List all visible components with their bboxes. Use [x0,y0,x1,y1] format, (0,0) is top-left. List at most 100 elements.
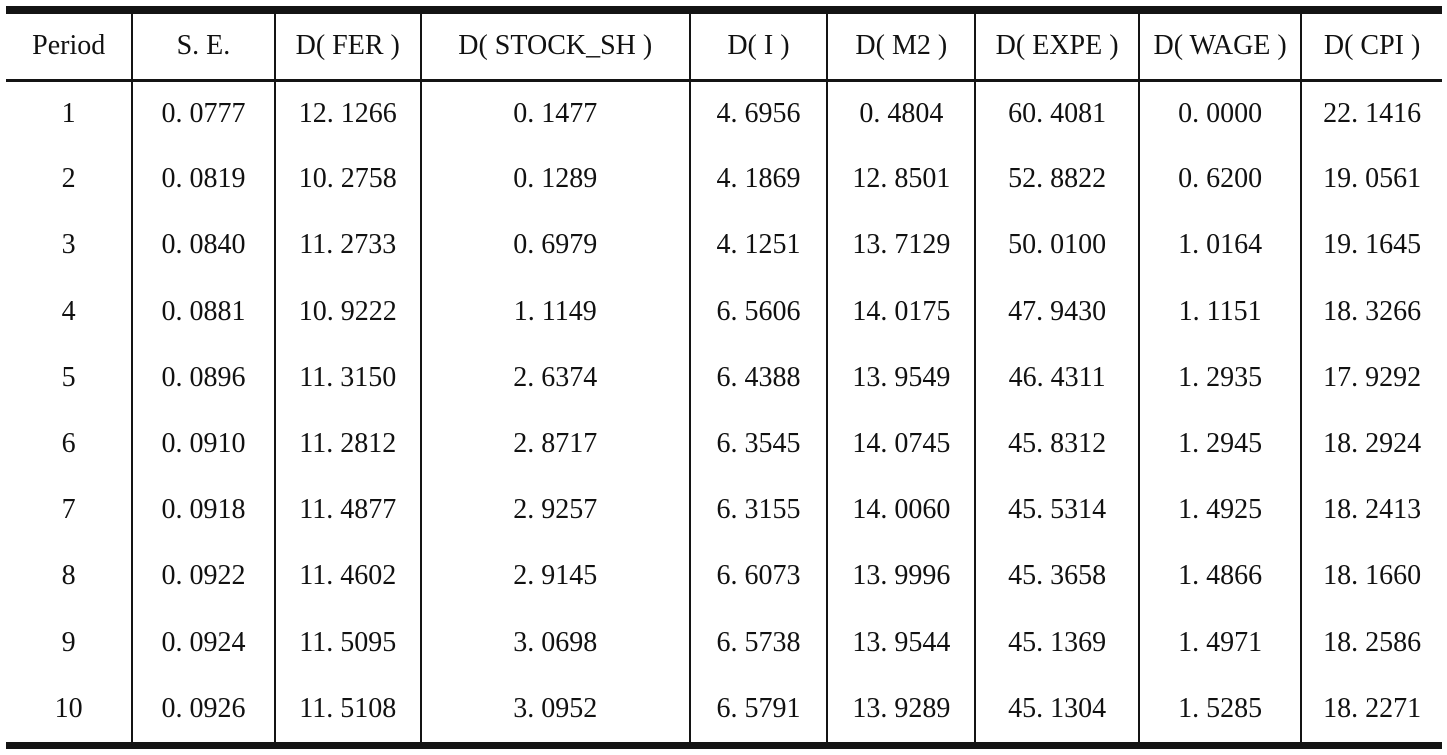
table-cell: 6. 4388 [688,344,828,411]
table-row: 4 0. 0881 10. 9222 1. 1149 6. 5606 14. 0175 47… [6,278,1442,345]
table-cell: 1. 1149 [419,278,690,345]
table-cell: 0. 0910 [131,410,275,478]
table-cell: 18. 2413 [1300,477,1442,544]
table-body: 1 0. 0777 12. 1266 0. 1477 4. 6956 0. 4804 60.… [6,80,1442,742]
table-cell: 11. 4877 [273,477,421,544]
table-cell: 1. 2935 [1137,344,1302,411]
table-cell: 0. 0922 [131,543,275,610]
table-cell: 46. 4311 [974,344,1139,411]
table-cell: 0. 4804 [826,80,976,147]
table-cell: 0. 0924 [131,609,275,676]
table-row: 8 0. 0922 11. 4602 2. 9145 6. 6073 13. 9996 45… [6,543,1442,610]
table-cell: 19. 0561 [1300,146,1442,213]
table-cell: 14. 0175 [826,278,976,345]
table-cell: 45. 5314 [974,477,1139,544]
table-cell: 1. 5285 [1137,675,1302,742]
table-cell: 0. 0896 [131,344,275,411]
table-cell: 1. 4866 [1137,543,1302,610]
table-cell: 4. 1869 [688,146,828,213]
table-frame: Period S. E. D( FER ) D( STOCK_SH ) D( I… [6,6,1442,749]
table-cell: 1. 4971 [1137,609,1302,676]
table-cell: 1. 1151 [1137,278,1302,345]
table-cell: 17. 9292 [1300,344,1442,411]
table-cell: 2. 8717 [419,410,690,478]
table-cell: 13. 7129 [826,212,976,279]
table-row: 1 0. 0777 12. 1266 0. 1477 4. 6956 0. 4804 60.… [6,80,1442,147]
table-cell: 0. 6979 [419,212,690,279]
table-row: 3 0. 0840 11. 2733 0. 6979 4. 1251 13. 7129 50… [6,212,1442,279]
table-cell: 0. 1289 [419,146,690,213]
table-cell: 45. 3658 [974,543,1139,610]
column-header-i: D( I ) [688,14,828,80]
column-header-fer: D( FER ) [273,14,421,80]
table-cell: 0. 0918 [131,477,275,544]
table-cell: 12. 8501 [826,146,976,213]
table-cell: 0. 1477 [419,80,690,147]
table-cell: 3. 0698 [419,609,690,676]
table-cell: 14. 0745 [826,410,976,478]
table-row: 6 0. 0910 11. 2812 2. 8717 6. 3545 14. 0745 45… [6,410,1442,478]
column-header-wage: D( WAGE ) [1137,14,1302,80]
table-cell: 1. 4925 [1137,477,1302,544]
table-row: 5 0. 0896 11. 3150 2. 6374 6. 4388 13. 9549 46… [6,344,1442,411]
table-cell: 11. 5095 [273,609,421,676]
table-row: 7 0. 0918 11. 4877 2. 9257 6. 3155 14. 0060 45… [6,477,1442,544]
table-cell: 5 [61,361,76,393]
table-cell: 11. 3150 [273,344,421,411]
column-header-stock-sh: D( STOCK_SH ) [419,14,690,80]
table-cell: 14. 0060 [826,477,976,544]
table-cell: 11. 5108 [273,675,421,742]
table-cell: 1 [61,97,76,129]
table-cell: 18. 2586 [1300,609,1442,676]
table-cell: 2. 9257 [419,477,690,544]
table-cell: 18. 2924 [1300,410,1442,478]
column-header-m2: D( M2 ) [826,14,976,80]
table-cell: 4 [61,295,76,327]
table-cell: 8 [61,560,76,592]
table-cell: 3 [61,229,76,261]
table-cell: 0. 0926 [131,675,275,742]
table-row: 10 0. 0926 11. 5108 3. 0952 6. 5791 13. 9289 4… [6,675,1442,742]
table-cell: 11. 4602 [273,543,421,610]
column-header-se: S. E. [131,14,275,80]
table-cell: 1. 0164 [1137,212,1302,279]
table-cell: 45. 1369 [974,609,1139,676]
table-cell: 22. 1416 [1300,80,1442,147]
table-cell: 2 [61,163,76,195]
table-cell: 4. 6956 [688,80,828,147]
table-cell: 0. 0777 [131,80,275,147]
table-cell: 4. 1251 [688,212,828,279]
table-cell: 6 [61,428,76,460]
table-cell: 0. 0840 [131,212,275,279]
table-cell: 13. 9996 [826,543,976,610]
table-cell: 11. 2733 [273,212,421,279]
table-cell: 9 [61,626,76,658]
table-cell: 10. 2758 [273,146,421,213]
table-cell: 6. 6073 [688,543,828,610]
table-cell: 18. 3266 [1300,278,1442,345]
column-header-period: Period [32,30,106,62]
table-cell: 0. 0000 [1137,80,1302,147]
table-cell: 45. 8312 [974,410,1139,478]
table-row: 9 0. 0924 11. 5095 3. 0698 6. 5738 13. 9544 45… [6,609,1442,676]
table-cell: 6. 5791 [688,675,828,742]
table-cell: 2. 9145 [419,543,690,610]
table-header-row: Period S. E. D( FER ) D( STOCK_SH ) D( I… [6,14,1442,80]
table-cell: 50. 0100 [974,212,1139,279]
variance-decomposition-table: Period S. E. D( FER ) D( STOCK_SH ) D( I… [6,14,1442,742]
table-cell: 6. 5606 [688,278,828,345]
table-cell: 6. 5738 [688,609,828,676]
table-cell: 13. 9549 [826,344,976,411]
table-cell: 0. 0819 [131,146,275,213]
column-header-expe: D( EXPE ) [974,14,1139,80]
table-cell: 45. 1304 [974,675,1139,742]
table-cell: 18. 1660 [1300,543,1442,610]
table-cell: 47. 9430 [974,278,1139,345]
table-cell: 13. 9544 [826,609,976,676]
table-cell: 60. 4081 [974,80,1139,147]
table-cell: 10. 9222 [273,278,421,345]
column-header-cpi: D( CPI ) [1300,14,1442,80]
table-cell: 19. 1645 [1300,212,1442,279]
table-cell: 11. 2812 [273,410,421,478]
